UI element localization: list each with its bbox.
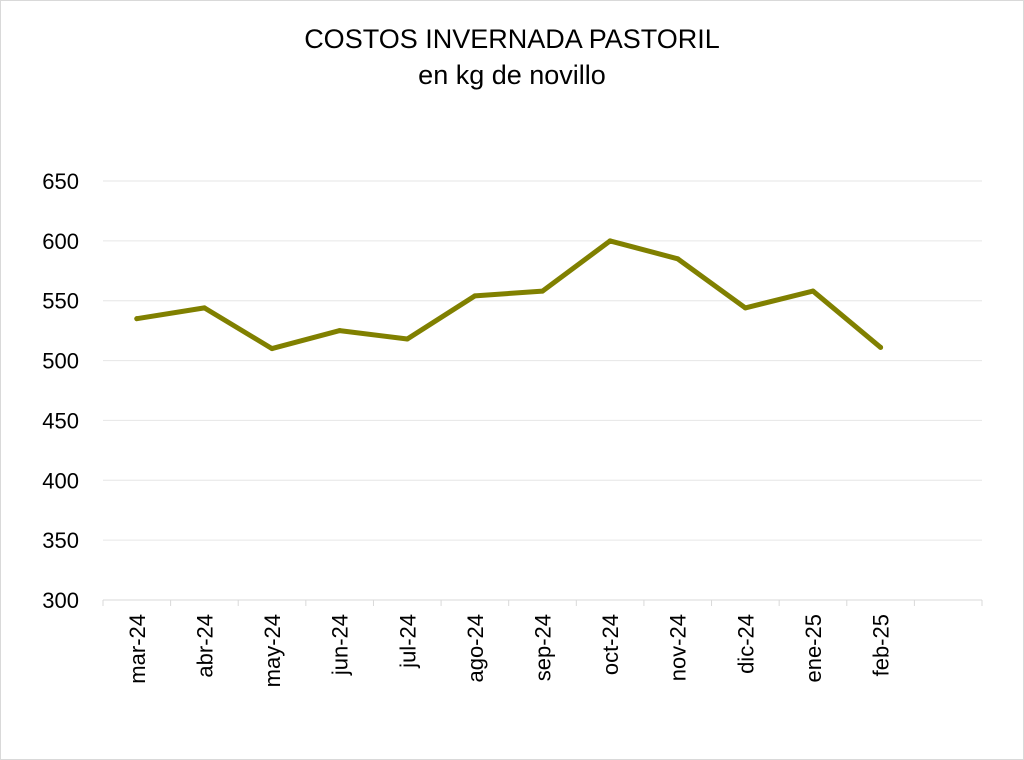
data-point — [742, 305, 748, 311]
data-point — [201, 305, 207, 311]
data-point — [675, 256, 681, 262]
data-point — [134, 316, 140, 322]
y-tick-label: 400 — [42, 468, 79, 493]
y-tick-label: 650 — [42, 169, 79, 194]
y-tick-label: 450 — [42, 408, 79, 433]
data-point — [878, 344, 884, 350]
x-tick-label: feb-25 — [869, 614, 894, 676]
data-point — [404, 336, 410, 342]
chart-title: COSTOS INVERNADA PASTORIL — [304, 24, 720, 54]
y-tick-label: 300 — [42, 588, 79, 613]
x-tick-label: oct-24 — [598, 614, 623, 675]
x-tick-label: jul-24 — [395, 614, 420, 669]
x-tick-label: ene-25 — [801, 614, 826, 683]
y-tick-label: 500 — [42, 349, 79, 374]
data-point — [810, 288, 816, 294]
x-tick-label: mar-24 — [125, 614, 150, 684]
x-tick-label: nov-24 — [666, 614, 691, 681]
x-tick-label: dic-24 — [733, 614, 758, 674]
data-point — [607, 238, 613, 244]
x-tick-label: ago-24 — [463, 614, 488, 683]
y-tick-label: 350 — [42, 528, 79, 553]
data-point — [269, 346, 275, 352]
x-tick-label: may-24 — [260, 614, 285, 687]
chart-subtitle: en kg de novillo — [418, 60, 606, 90]
data-point — [472, 293, 478, 299]
x-tick-label: sep-24 — [531, 614, 556, 681]
y-tick-label: 550 — [42, 289, 79, 314]
series-line — [134, 238, 884, 352]
data-point — [337, 328, 343, 334]
data-point — [540, 288, 545, 294]
x-tick-label: jun-24 — [328, 614, 353, 676]
x-tick-label: abr-24 — [192, 614, 217, 678]
y-tick-label: 600 — [42, 229, 79, 254]
